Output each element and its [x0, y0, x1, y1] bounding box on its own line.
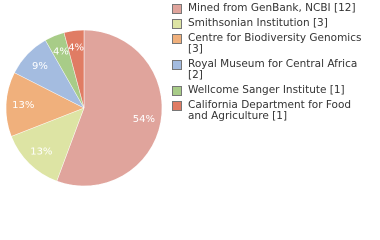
slice-label: 54% [133, 114, 155, 125]
pie-slice [11, 107, 85, 182]
legend-swatch [172, 60, 182, 70]
slice-label: 13% [12, 100, 34, 111]
pie-slice [63, 29, 85, 109]
legend-item: California Department for Food and Agric… [170, 100, 370, 122]
legend-item: Centre for Biodiversity Genomics [3] [170, 33, 370, 55]
legend-swatch [172, 34, 182, 44]
legend-item: Mined from GenBank, NCBI [12] [170, 3, 370, 14]
legend-label: Centre for Biodiversity Genomics [3] [188, 32, 362, 55]
legend-swatch [172, 86, 182, 96]
legend-label: Smithsonian Institution [3] [188, 17, 328, 29]
legend-item: Wellcome Sanger Institute [1] [170, 85, 370, 96]
pie-slice [56, 29, 163, 187]
slice-label: 9% [32, 61, 48, 72]
slice-label: 13% [30, 146, 52, 157]
legend-swatch [172, 101, 182, 111]
legend-label: California Department for Food and Agric… [188, 99, 352, 122]
legend-item: Royal Museum for Central Africa [2] [170, 59, 370, 81]
legend-label: Royal Museum for Central Africa [2] [188, 58, 358, 81]
pie-slice [5, 72, 85, 137]
legend-swatch [172, 4, 182, 14]
legend: Mined from GenBank, NCBI [12] Smithsonian… [170, 3, 370, 126]
legend-item: Smithsonian Institution [3] [170, 18, 370, 29]
slice-label: 4% [68, 43, 84, 54]
legend-label: Mined from GenBank, NCBI [12] [188, 2, 356, 14]
legend-label: Wellcome Sanger Institute [1] [188, 84, 345, 96]
legend-swatch [172, 19, 182, 29]
slice-label: 4% [53, 47, 69, 58]
pie: 54% 13% 13% 9% 4% 4% [5, 29, 163, 187]
